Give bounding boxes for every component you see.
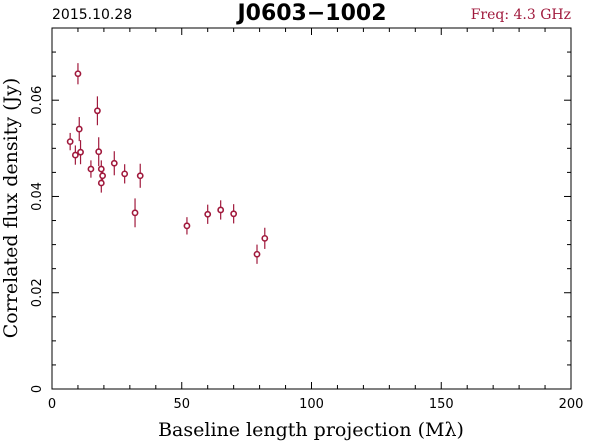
x-tick-label: 150: [429, 397, 454, 412]
x-tick-label: 200: [559, 397, 584, 412]
y-tick-label: 0.06: [30, 86, 45, 115]
y-axis-label: Correlated flux density (Jy): [0, 78, 22, 339]
chart-title: J0603−1002: [235, 1, 386, 26]
data-point: [230, 210, 238, 218]
data-point: [121, 170, 129, 178]
x-tick-label: 100: [299, 397, 324, 412]
axis-ticks: [51, 27, 572, 390]
data-point: [99, 172, 107, 180]
data-point: [253, 250, 261, 258]
x-tick-label: 50: [173, 397, 190, 412]
data-points: [66, 70, 269, 258]
data-point: [71, 151, 79, 159]
x-tick-label: 0: [48, 397, 56, 412]
data-point: [204, 210, 212, 218]
frequency-label: Freq: 4.3 GHz: [471, 7, 571, 23]
data-point: [74, 70, 82, 78]
data-point: [131, 209, 139, 217]
y-tick-label: 0.04: [30, 182, 45, 211]
y-tick-label: 0: [30, 385, 45, 393]
data-point: [75, 125, 83, 133]
data-point: [183, 222, 191, 230]
data-point: [97, 165, 105, 173]
data-point: [97, 179, 105, 187]
tick-labels: 0 50 100 150 200 0 0.02 0.04 0.06: [30, 86, 583, 412]
data-point: [94, 107, 101, 115]
error-bars: [69, 63, 266, 264]
data-point: [95, 148, 103, 156]
data-point: [77, 148, 84, 156]
plot-frame: [51, 27, 572, 390]
data-point: [261, 234, 269, 242]
data-point: [87, 165, 95, 173]
data-point: [217, 206, 225, 214]
data-point: [110, 159, 118, 167]
data-point: [66, 138, 74, 145]
y-tick-label: 0.02: [30, 278, 45, 307]
observation-date: 2015.10.28: [52, 7, 132, 23]
x-axis-label: Baseline length projection (Mλ): [158, 419, 464, 441]
data-point: [136, 172, 144, 180]
